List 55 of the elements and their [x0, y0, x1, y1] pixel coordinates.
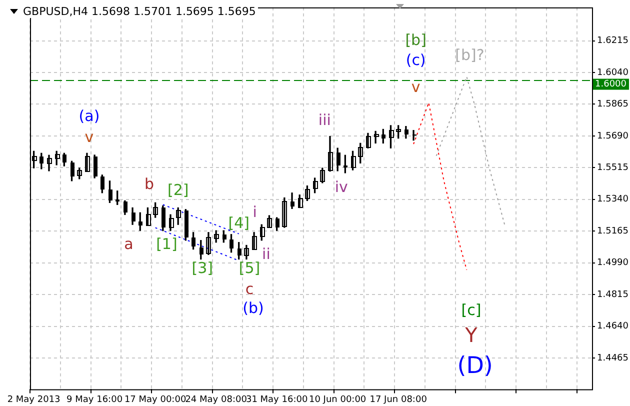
x-tick-label: 9 May 16:00	[66, 394, 123, 405]
y-tick-label: 1.5690	[597, 131, 629, 142]
y-tick-label: 1.4815	[597, 290, 628, 300]
candlestick	[366, 132, 371, 148]
candlestick	[252, 232, 257, 250]
x-tick-label: 31 May 16:00	[246, 394, 308, 405]
candlestick	[214, 230, 219, 243]
annotation: (a)	[78, 106, 100, 125]
candlestick	[412, 130, 416, 141]
annotation: [b]?	[455, 46, 484, 64]
annotation: [c]	[461, 300, 482, 319]
y-tick-label: 1.6215	[597, 36, 628, 46]
candlestick	[85, 152, 90, 172]
line-series	[413, 102, 468, 270]
x-tick-label: 17 Jun 08:00	[370, 394, 428, 405]
annotation: a	[124, 234, 134, 253]
x-tick-label: 2 May 2013	[7, 394, 60, 405]
chart-title: GBPUSD,H4 1.5698 1.5701 1.5695 1.5695	[23, 5, 256, 18]
annotation: v	[84, 128, 94, 146]
x-tick-label: 10 Jun 00:00	[308, 394, 366, 405]
candlestick	[328, 136, 333, 172]
candlestick	[169, 214, 174, 231]
annotation: [3]	[192, 258, 214, 277]
y-tick-label: 1.4465	[597, 353, 628, 364]
annotation: (c)	[406, 50, 426, 69]
y-tick-label: 1.4640	[597, 322, 629, 332]
x-tick-label: 17 May 00:00	[124, 394, 186, 405]
annotation: (b)	[242, 298, 264, 317]
annotation: c	[245, 280, 254, 298]
x-tick-label: 24 May 08:00	[185, 394, 248, 405]
y-tick-label: 1.5340	[597, 194, 629, 205]
line-series	[436, 76, 506, 226]
annotation: iv	[334, 178, 348, 196]
annotation: v	[411, 78, 420, 96]
y-tick-label: 1.5515	[597, 163, 628, 174]
candlestick	[244, 244, 249, 260]
candlestick	[374, 130, 379, 144]
annotation: iii	[318, 110, 331, 129]
annotation: Y	[464, 323, 478, 348]
candlestick	[47, 154, 52, 172]
annotation: [2]	[167, 180, 189, 199]
ref-line-label: 1.6000	[595, 80, 627, 90]
annotation: [b]	[405, 30, 426, 49]
annotation: (D)	[457, 352, 493, 379]
annotation: [4]	[228, 214, 250, 232]
annotation: b	[144, 174, 154, 193]
y-tick-label: 1.6040	[597, 68, 629, 78]
annotation: [1]	[156, 234, 178, 253]
candlestick	[206, 232, 211, 256]
annotation: ii	[262, 244, 270, 263]
annotation: i	[252, 202, 257, 221]
y-tick-label: 1.5165	[597, 226, 628, 236]
y-tick-label: 1.4990	[597, 258, 629, 268]
annotation: [5]	[238, 258, 260, 277]
y-tick-label: 1.5865	[597, 100, 628, 110]
